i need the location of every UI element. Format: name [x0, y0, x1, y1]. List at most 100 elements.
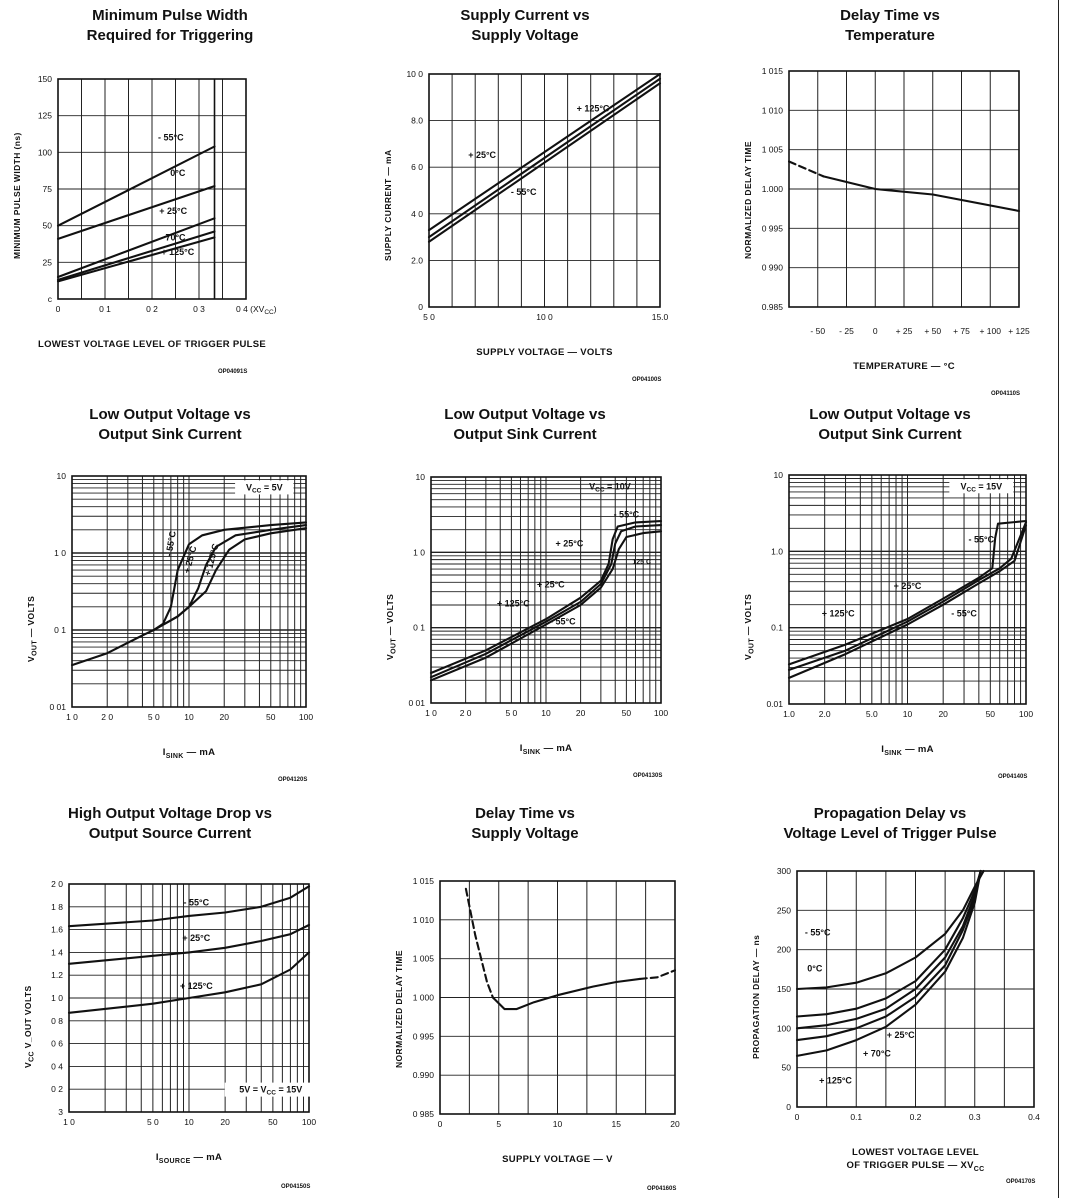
x-tick-label: 1 0: [63, 1117, 75, 1127]
chart-title-line: Low Output Voltage vs: [89, 406, 251, 423]
x-tick-label: 0.3: [969, 1112, 981, 1122]
x-tick-label: 100: [1019, 709, 1033, 719]
chart-panel-3: Delay Time vs Temperature - 50 - 25 0 + 25 + 5…: [710, 0, 1065, 399]
x-tick-label: 100: [302, 1117, 316, 1127]
series-annotation: + 25°C: [537, 580, 565, 590]
series-line: [67, 951, 311, 1014]
y-tick-label: 125: [38, 111, 52, 121]
annotation-box: [235, 480, 294, 495]
y-tick-label: 0 01: [408, 698, 425, 708]
figure-code: OP04091S: [218, 369, 248, 375]
x-axis-label: SUPPLY VOLTAGE — VOLTS: [476, 347, 613, 358]
y-tick-label: 3: [58, 1107, 63, 1117]
chart-svg: 1.0 2.0 5.0 10 20 50 100 0.01 0.1 1.0 10 VCC = 15V -…: [766, 470, 1033, 719]
x-tick-label: 10: [541, 708, 551, 718]
chart-title: Delay Time vs Temperature: [720, 6, 1060, 46]
series-line: [787, 160, 825, 178]
x-tick-label: - 50: [810, 326, 825, 336]
annotation-box: [949, 479, 1014, 494]
series-line: [795, 869, 982, 1057]
series-annotation: + 125°C: [180, 981, 213, 991]
y-axis-label: SUPPLY CURRENT — mA: [383, 148, 393, 261]
chart-svg: 0 0 1 0 2 0 3 0 4 (XVCC) c 25 50 75 100 125 150 - 55…: [38, 74, 277, 316]
series-line: [638, 969, 677, 980]
y-tick-label: 0 1: [413, 623, 425, 633]
y-tick-label: 0 4: [51, 1061, 63, 1071]
x-tick-label: 50: [268, 1117, 278, 1127]
series-annotation: - 55°C: [183, 898, 209, 908]
y-tick-label: 4 0: [411, 209, 423, 219]
series-line: [429, 530, 663, 682]
series-line: [427, 77, 662, 239]
chart-title: Delay Time vs Supply Voltage: [355, 804, 695, 844]
chart-title-line: Low Output Voltage vs: [444, 406, 606, 423]
y-tick-label: 10 0: [406, 69, 423, 79]
chart-panel-8: Delay Time vs Supply Voltage 0 5 10 15 20 0 985…: [355, 798, 710, 1197]
y-tick-label: 10: [774, 470, 784, 480]
series-annotation: + 125°C: [202, 542, 220, 577]
x-tick-label: 1.0: [783, 709, 795, 719]
y-axis-label: PROPAGATION DELAY — ns: [751, 934, 761, 1059]
y-tick-label: 1 0: [51, 993, 63, 1003]
x-tick-label: 0: [438, 1119, 443, 1129]
chart-title-line: Output Sink Current: [453, 426, 597, 443]
series-annotation: + 70°C: [863, 1049, 891, 1059]
y-tick-label: 2.0: [411, 255, 423, 265]
y-tick-label: 0.990: [413, 1070, 435, 1080]
x-axis-label: SUPPLY VOLTAGE — V: [502, 1154, 613, 1165]
series-line: [56, 217, 216, 279]
series-annotation: + 25°C: [894, 581, 922, 591]
series-line: [70, 521, 308, 667]
chart-title-line: Required for Triggering: [86, 27, 254, 44]
y-tick-label: 0 2: [51, 1084, 63, 1094]
x-tick-label: 10: [553, 1119, 563, 1129]
figure-code: OP04110S: [991, 391, 1021, 397]
chart-panel-5: Low Output Voltage vs Output Sink Current…: [355, 399, 710, 798]
x-axis-label: ISOURCE — mA: [155, 1152, 223, 1165]
series-line: [56, 185, 216, 240]
chart-panel-4: Low Output Voltage vs Output Sink Current…: [0, 399, 355, 798]
y-tick-label: 1.0: [771, 546, 783, 556]
grid: [429, 74, 660, 307]
chart-svg: 1 0 2 0 5 0 10 20 50 100 0 01 0 1 1 0 10 VCC = 5V - …: [49, 471, 313, 722]
chart-panel-9: Propagation Delay vs Voltage Level of Tri…: [710, 798, 1065, 1197]
x-tick-label: 100: [299, 712, 313, 722]
y-tick-label: 0 985: [413, 1109, 435, 1119]
y-tick-label: 10: [416, 472, 426, 482]
y-tick-label: 0 6: [51, 1039, 63, 1049]
series-annotation: + 125°C: [161, 247, 194, 257]
series-annotation: + 25°C: [556, 538, 584, 548]
y-axis-label: VOUT — VOLTS: [385, 593, 398, 660]
chart-title-line: Output Source Current: [88, 825, 252, 842]
figure-code: OP04160S: [647, 1186, 677, 1192]
x-tick-label: 5 0: [148, 712, 160, 722]
series-annotation: 0°C: [170, 168, 186, 178]
x-tick-label: 20: [670, 1119, 680, 1129]
x-tick-label: + 75: [953, 326, 970, 336]
grid: [431, 477, 661, 703]
x-tick-label: 2.0: [819, 709, 831, 719]
figure-code: OP04170S: [1006, 1179, 1036, 1185]
y-tick-label: 250: [777, 905, 791, 915]
y-tick-label: 0 995: [762, 223, 784, 233]
y-tick-label: 100: [777, 1023, 791, 1033]
plot-frame: [788, 70, 1020, 308]
x-tick-label: 0.1: [850, 1112, 862, 1122]
x-tick-label: 0 4 (XVCC): [236, 304, 277, 316]
series-annotation: - 55°C: [511, 187, 537, 197]
x-axis-label-line2: OF TRIGGER PULSE — XVCC: [846, 1160, 985, 1173]
plot-frame: [788, 474, 1027, 705]
y-tick-label: 0 8: [51, 1016, 63, 1026]
series-annotation: 70°C: [165, 232, 186, 242]
chart-svg: - 50 - 25 0 + 25 + 50 + 75 + 100 + 125 0.985 0 99…: [762, 66, 1030, 336]
series-line: [427, 82, 662, 243]
chart-title: Low Output Voltage vs Output Sink Current: [720, 405, 1060, 445]
chart-title-line: Delay Time vs: [475, 805, 575, 822]
y-axis-label: VOUT — VOLTS: [26, 595, 39, 662]
grid: [440, 881, 675, 1114]
chart-title-line: Supply Current vs: [460, 7, 590, 24]
plot-frame: [439, 880, 676, 1115]
series-line: [787, 521, 1028, 671]
y-tick-label: 0: [418, 302, 423, 312]
